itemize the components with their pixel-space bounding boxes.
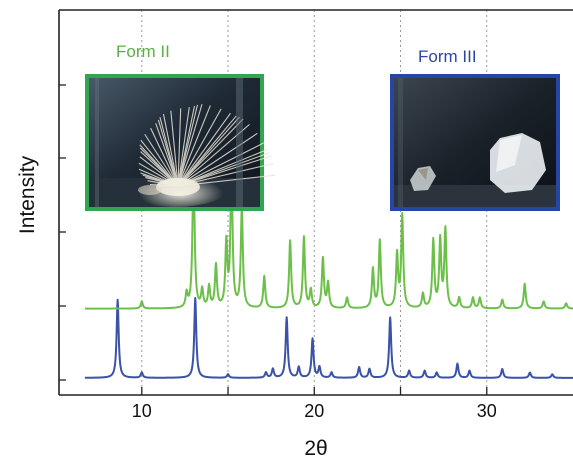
crystal-needle	[177, 148, 268, 187]
crystal-needle	[177, 106, 190, 187]
crystal-needle	[177, 132, 258, 187]
form-ii-pattern-line	[84, 157, 573, 310]
crystal-needle	[170, 110, 179, 187]
x-ticks: 10 20 30	[132, 387, 497, 421]
form-iii-inset: Form III	[390, 47, 560, 211]
vertical-gridlines	[141, 10, 488, 395]
crystal-needle	[177, 118, 244, 187]
crystal-needle	[177, 142, 265, 187]
x-tick-label: 10	[132, 401, 152, 421]
crystal-needle	[150, 127, 179, 187]
form-iii-label: Form III	[418, 47, 477, 66]
crystal-needle	[177, 104, 203, 187]
form-ii-label: Form II	[116, 42, 170, 61]
crystal-needle	[162, 113, 179, 187]
form-ii-inset: Form II	[85, 42, 276, 211]
crystal-needle	[155, 123, 179, 187]
series-layer	[84, 157, 573, 379]
crystal-needle	[177, 112, 231, 187]
crystal-needle	[177, 108, 222, 187]
crystal-needle	[177, 152, 270, 187]
crystal-needle	[177, 116, 240, 187]
y-axis-title: Intensity	[16, 155, 39, 234]
form-iii-crystal-photo	[394, 78, 556, 207]
crystal-needle	[177, 108, 182, 187]
x-axis-title: 2θ	[304, 437, 327, 460]
form-iii-pattern-line	[84, 296, 573, 379]
x-tick-label: 20	[304, 401, 324, 421]
crystal-needle	[144, 133, 179, 187]
crystal-needle	[177, 105, 211, 187]
crystal-needle	[159, 116, 179, 187]
form-ii-crystal-photo	[89, 78, 276, 207]
x-tick-label: 30	[477, 401, 497, 421]
y-ticks	[59, 84, 66, 381]
crystal-needle	[177, 104, 198, 187]
